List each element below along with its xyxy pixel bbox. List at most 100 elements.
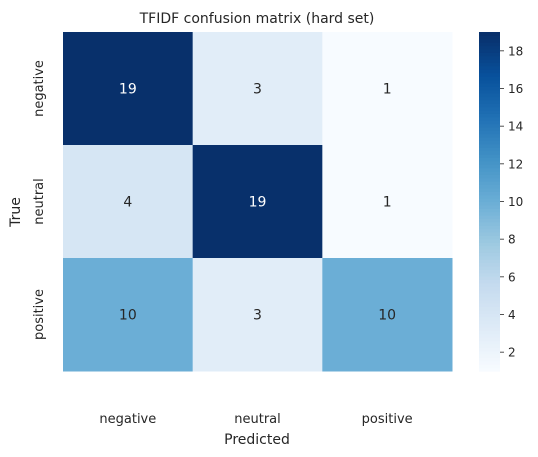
colorbar-segment <box>479 106 500 111</box>
colorbar-segment <box>479 116 500 121</box>
heatmap-cell <box>63 258 194 372</box>
x-tick-label: neutral <box>234 412 281 427</box>
colorbar-segment <box>479 340 500 345</box>
heatmap-cell <box>322 145 453 259</box>
heatmap-cell <box>322 258 453 372</box>
colorbar-tick-label: 6 <box>508 270 516 284</box>
colorbar: 2 4 6 8 10 12 14 16 18 <box>479 32 523 372</box>
cell-value-label: 4 <box>123 195 132 211</box>
colorbar-segment <box>479 313 500 318</box>
colorbar-segment <box>479 133 500 138</box>
colorbar-segment <box>479 221 500 226</box>
colorbar-segment <box>479 343 500 348</box>
colorbar-segment <box>479 354 500 359</box>
colorbar-segment <box>479 279 500 284</box>
colorbar-segment <box>479 167 500 172</box>
colorbar-segment <box>479 228 500 233</box>
colorbar-segment <box>479 160 500 165</box>
colorbar-segment <box>479 242 500 247</box>
colorbar-segment <box>479 150 500 155</box>
colorbar-segment <box>479 174 500 179</box>
colorbar-segment <box>479 296 500 301</box>
colorbar-segment <box>479 177 500 182</box>
colorbar-segment <box>479 364 500 369</box>
x-tick-label: negative <box>99 412 156 427</box>
colorbar-segment <box>479 289 500 294</box>
colorbar-segment <box>479 170 500 175</box>
colorbar-segment <box>479 357 500 362</box>
heatmap-cell <box>192 145 323 259</box>
colorbar-segment <box>479 65 500 70</box>
colorbar-segment <box>479 181 500 186</box>
colorbar-segment <box>479 259 500 264</box>
colorbar-segment <box>479 82 500 87</box>
colorbar-segment <box>479 238 500 243</box>
heatmap-cell <box>63 145 194 259</box>
colorbar-segment <box>479 276 500 281</box>
colorbar-segment <box>479 103 500 108</box>
colorbar-segment <box>479 72 500 77</box>
colorbar-segment <box>479 252 500 257</box>
y-axis-label: True <box>8 197 24 228</box>
colorbar-segment <box>479 306 500 311</box>
colorbar-segment <box>479 184 500 189</box>
colorbar-segment <box>479 282 500 287</box>
colorbar-segment <box>479 330 500 335</box>
colorbar-segment <box>479 45 500 50</box>
colorbar-segment <box>479 204 500 209</box>
colorbar-segment <box>479 48 500 53</box>
colorbar-segment <box>479 198 500 203</box>
y-tick-label: negative <box>32 60 47 117</box>
colorbar-segment <box>479 86 500 91</box>
colorbar-segment <box>479 123 500 128</box>
colorbar-segment <box>479 309 500 314</box>
x-axis-ticks: negative neutral positive <box>99 412 412 427</box>
colorbar-segment <box>479 225 500 230</box>
x-tick-label: positive <box>362 412 413 427</box>
colorbar-tick-label: 18 <box>508 44 523 58</box>
heatmap-cell <box>192 32 323 146</box>
colorbar-segment <box>479 235 500 240</box>
colorbar-segment <box>479 109 500 114</box>
colorbar-segment <box>479 299 500 304</box>
colorbar-segment <box>479 323 500 328</box>
colorbar-tick-label: 8 <box>508 233 516 247</box>
colorbar-segment <box>479 248 500 253</box>
colorbar-segment <box>479 52 500 57</box>
colorbar-segment <box>479 187 500 192</box>
heatmap-cell <box>322 32 453 146</box>
colorbar-segment <box>479 140 500 145</box>
colorbar-segment <box>479 79 500 84</box>
colorbar-segment <box>479 120 500 125</box>
colorbar-segment <box>479 93 500 98</box>
colorbar-segment <box>479 326 500 331</box>
cell-value-label: 3 <box>253 308 262 324</box>
colorbar-segment <box>479 194 500 199</box>
colorbar-segment <box>479 164 500 169</box>
cell-value-label: 19 <box>119 82 137 98</box>
colorbar-segment <box>479 320 500 325</box>
colorbar-segment <box>479 96 500 101</box>
colorbar-segment <box>479 316 500 321</box>
colorbar-segment <box>479 42 500 47</box>
colorbar-segment <box>479 347 500 352</box>
colorbar-segment <box>479 76 500 81</box>
colorbar-segment <box>479 143 500 148</box>
cell-value-label: 19 <box>249 195 267 211</box>
colorbar-segment <box>479 137 500 142</box>
heatmap-cells: 19 3 1 4 19 1 10 3 10 <box>63 32 453 372</box>
colorbar-segment <box>479 293 500 298</box>
chart-title: TFIDF confusion matrix (hard set) <box>139 11 375 27</box>
heatmap-cell <box>63 32 194 146</box>
colorbar-segment <box>479 35 500 40</box>
colorbar-segment <box>479 269 500 274</box>
colorbar-segment <box>479 62 500 67</box>
colorbar-segment <box>479 360 500 365</box>
colorbar-tick-label: 4 <box>508 308 516 322</box>
colorbar-segment <box>479 32 500 36</box>
colorbar-segment <box>479 232 500 236</box>
colorbar-segment <box>479 191 500 196</box>
colorbar-segment <box>479 126 500 131</box>
y-tick-label: positive <box>32 289 47 340</box>
